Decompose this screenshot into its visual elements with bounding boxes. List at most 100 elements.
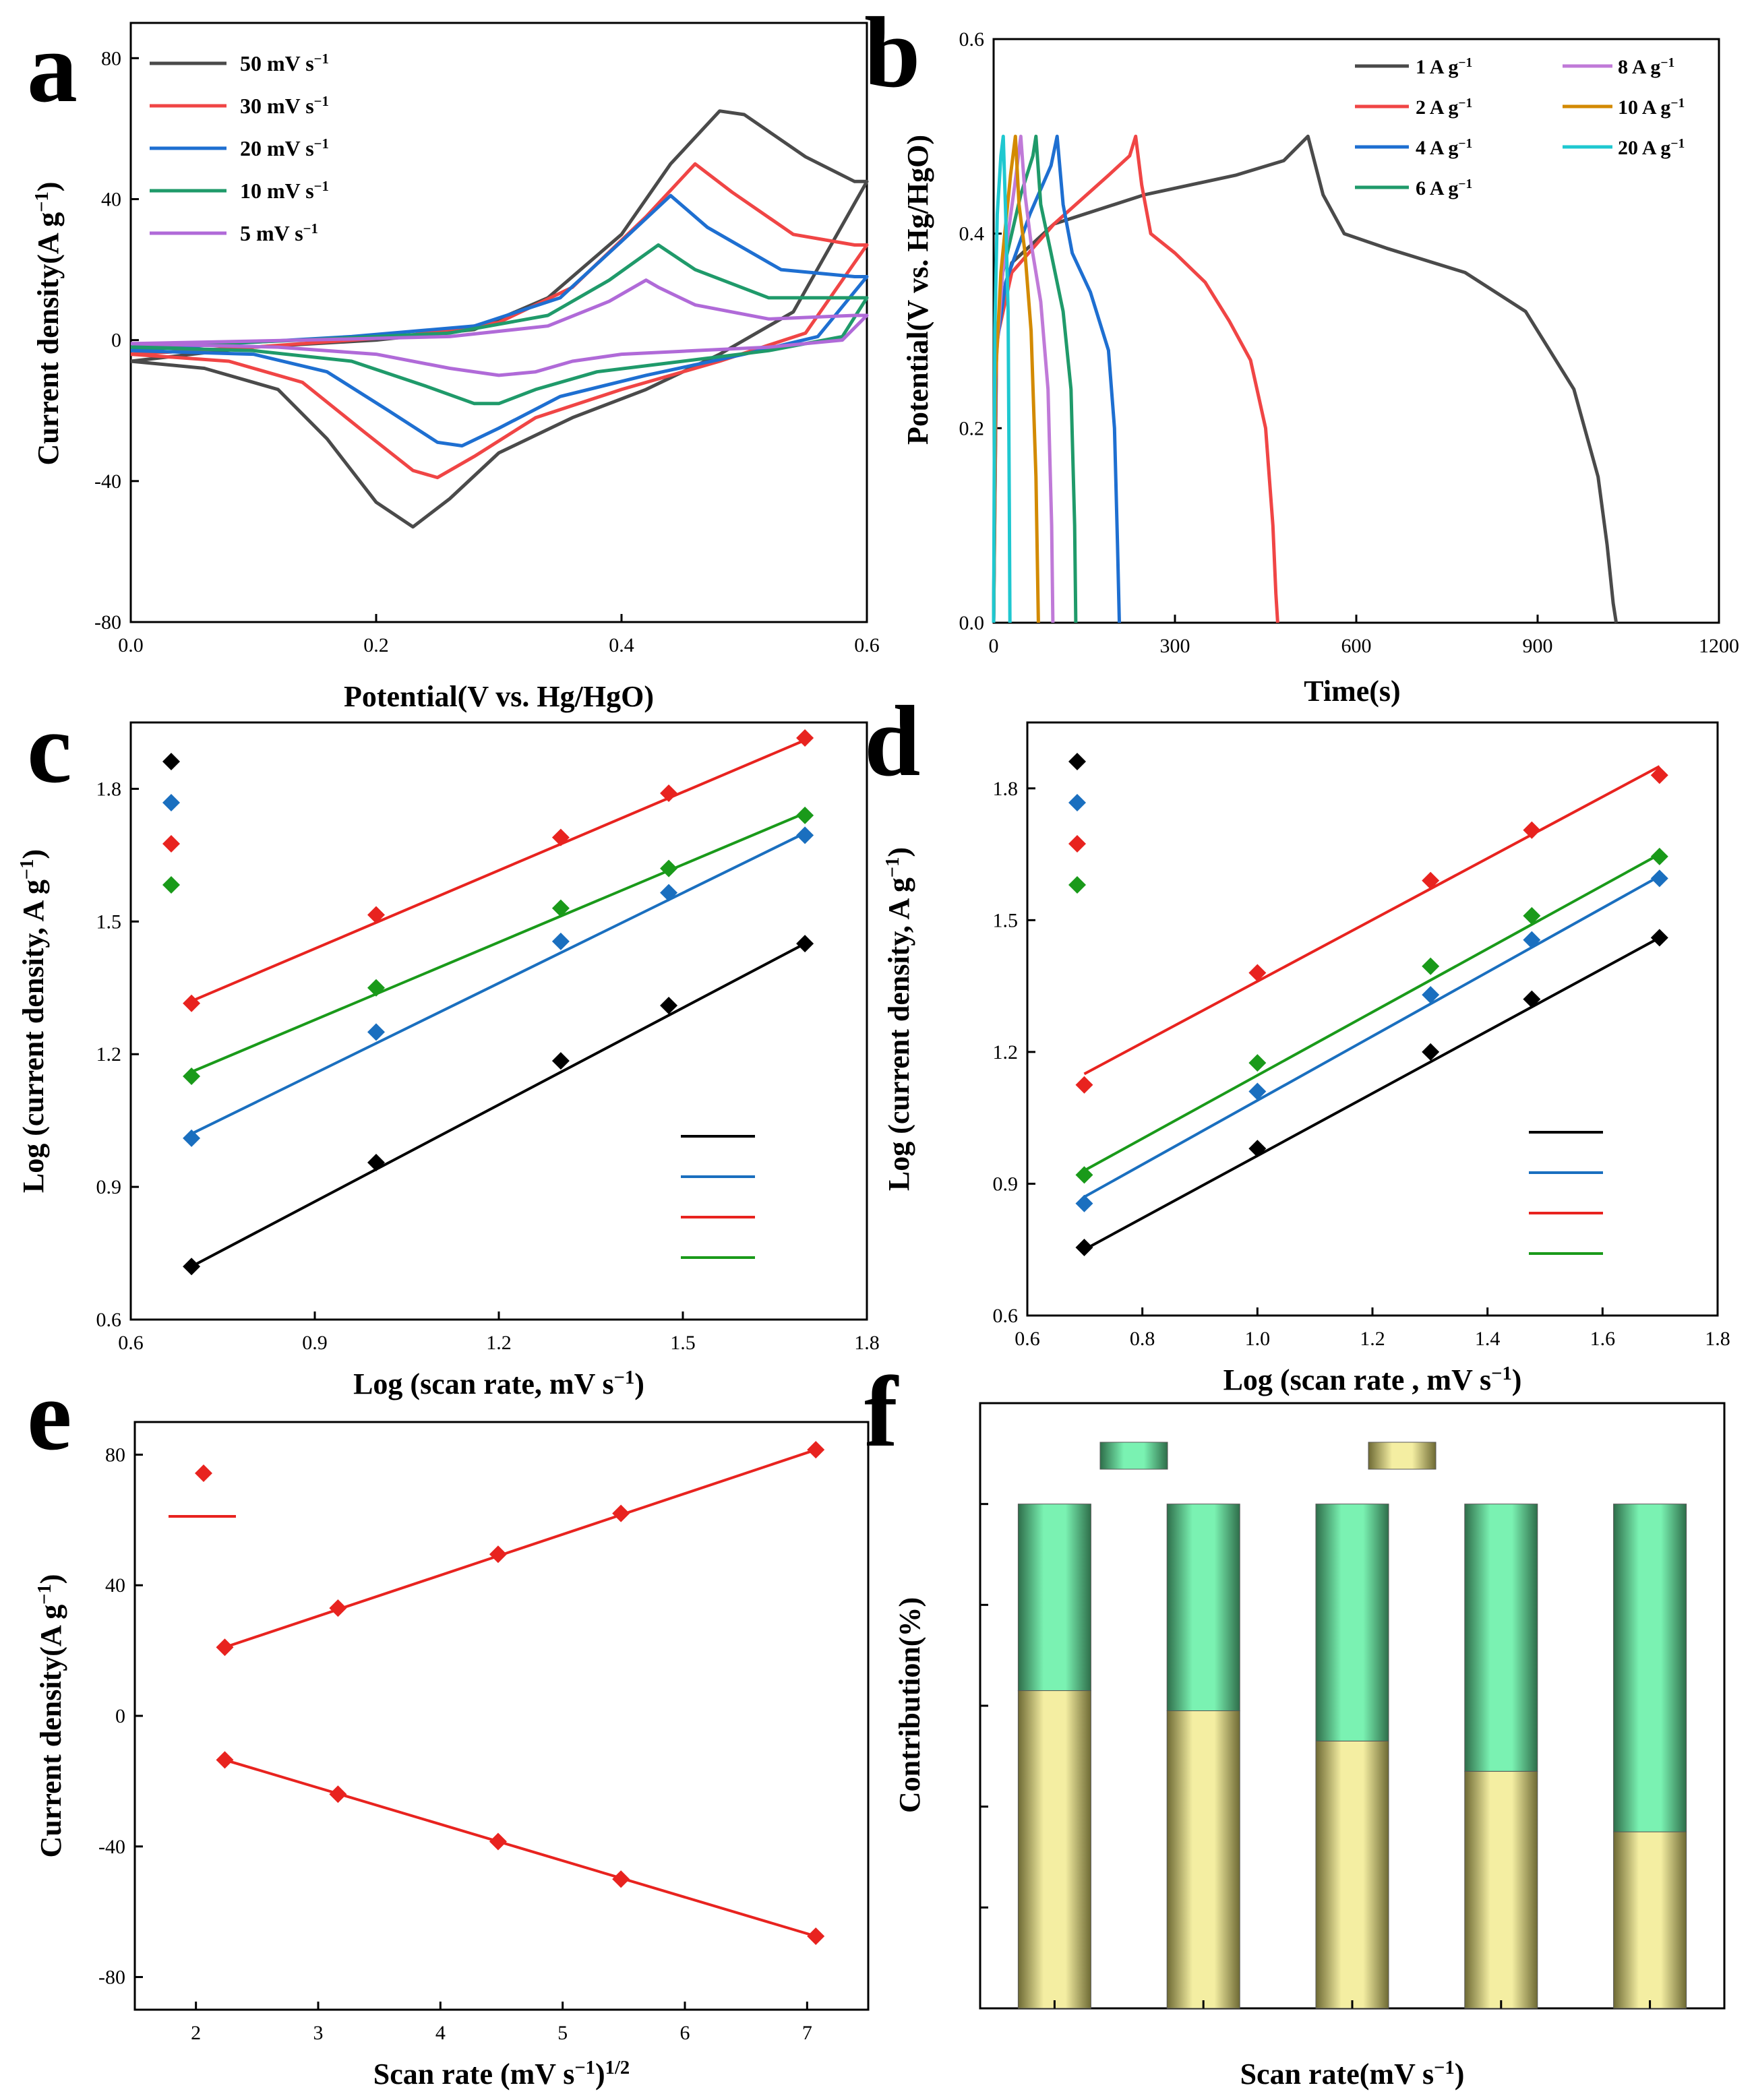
c-data-point-0-0 — [183, 1258, 201, 1276]
f-y-axis-title: Contribution(%) — [893, 1597, 926, 1813]
a-plot-frame — [129, 22, 868, 623]
c-fit-line-0 — [191, 942, 806, 1268]
f-y-axis-title-part-0: Contribution(%) — [893, 1597, 926, 1813]
b-y-tick-label: 0.4 — [959, 223, 985, 245]
c-y-axis-title: Log (current density, A g−1) — [17, 849, 51, 1193]
b-x-tick-label: 0 — [989, 635, 999, 657]
d-data-point-2-4 — [1650, 766, 1668, 784]
b-x-axis-title: Time(s) — [1304, 675, 1400, 708]
f-bar-capacitive-3 — [1464, 1504, 1538, 1772]
d-x-tick-label: 1.2 — [1360, 1328, 1385, 1350]
e-data-point-0-3 — [612, 1504, 630, 1522]
c-y-tick-label: 0.9 — [96, 1176, 122, 1198]
c-data-point-1-4 — [796, 826, 814, 844]
d-data-point-3-1 — [1248, 1054, 1267, 1072]
d-data-point-1-0 — [1075, 1194, 1093, 1212]
e-data-point-0-1 — [329, 1599, 347, 1617]
a-legend-label-3-part-1: −1 — [314, 179, 329, 194]
e-data-point-0-0 — [216, 1638, 234, 1657]
b-legend-label-1-part-0: 2 A g — [1416, 96, 1458, 119]
e-x-tick-label: 3 — [313, 2022, 324, 2044]
c-plot-frame — [129, 721, 868, 1321]
d-data-point-0-4 — [1650, 929, 1668, 947]
panel-letter-e: e — [27, 1359, 72, 1471]
e-data-point-0-4 — [807, 1441, 825, 1459]
a-x-axis-title-part-0: Potential(V vs. Hg/HgO) — [344, 680, 654, 713]
f-bar-capacitive-2 — [1315, 1504, 1389, 1741]
b-legend-label-0: 1 A g−1 — [1416, 56, 1472, 79]
c-data-point-2-1 — [367, 906, 385, 924]
c-x-tick-label: 1.5 — [670, 1332, 696, 1354]
a-legend-label-4: 5 mV s−1 — [240, 221, 318, 246]
b-legend-label-3-part-1: −1 — [1458, 177, 1472, 191]
c-y-axis-title-part-2: ) — [17, 849, 50, 859]
d-data-point-1-2 — [1422, 986, 1440, 1004]
c-data-point-1-3 — [660, 884, 678, 902]
a-series-line-4 — [130, 278, 869, 377]
e-plot-frame — [133, 1421, 870, 2011]
a-series-line-2 — [130, 193, 869, 447]
b-x-tick-label: 900 — [1523, 635, 1553, 657]
d-data-point-0-1 — [1248, 1140, 1267, 1158]
c-data-point-1-0 — [183, 1129, 201, 1147]
b-legend-label-5-part-0: 10 A g — [1618, 96, 1670, 119]
e-x-axis-title-part-0: Scan rate (mV s — [373, 2058, 575, 2091]
a-series-line-3 — [130, 243, 869, 406]
b-legend-label-2: 4 A g−1 — [1416, 137, 1472, 160]
c-data-point-1-1 — [367, 1023, 385, 1041]
a-legend-label-1-part-0: 30 mV s — [240, 94, 314, 118]
d-legend-marker-2 — [1068, 835, 1086, 853]
c-legend-marker-0 — [162, 753, 180, 770]
b-legend-label-6-part-1: −1 — [1670, 137, 1685, 151]
e-data-point-1-3 — [612, 1870, 630, 1888]
a-legend-label-0-part-0: 50 mV s — [240, 51, 314, 75]
c-data-point-3-3 — [660, 859, 678, 877]
d-x-axis-title-part-2: ) — [1512, 1363, 1522, 1396]
b-series-line-0 — [992, 134, 1619, 623]
c-x-axis-title-part-1: −1 — [614, 1367, 635, 1388]
c-data-point-3-2 — [551, 899, 570, 917]
a-legend-label-4-part-1: −1 — [303, 221, 318, 237]
a-y-tick-label: -40 — [94, 470, 121, 493]
d-data-point-3-4 — [1650, 847, 1668, 865]
b-legend-label-2-part-0: 4 A g — [1416, 137, 1458, 159]
d-x-axis-title-part-0: Log (scan rate , mV s — [1223, 1363, 1492, 1396]
f-legend-swatch-capacitive — [1099, 1442, 1168, 1470]
f-bar-capacitive-4 — [1613, 1504, 1687, 1832]
c-y-tick-label: 1.2 — [96, 1043, 122, 1066]
a-y-axis-title-part-1: −1 — [32, 191, 53, 212]
b-legend-label-1-part-1: −1 — [1458, 96, 1472, 111]
a-legend-label-2-part-0: 20 mV s — [240, 136, 314, 160]
b-x-tick-label: 300 — [1160, 635, 1190, 657]
f-bar-diffusion-0 — [1017, 1690, 1091, 2009]
f-legend-swatch-diffusion — [1368, 1442, 1437, 1470]
d-plot-frame — [1026, 721, 1719, 1317]
e-y-axis-title-part-1: −1 — [34, 1584, 55, 1605]
a-y-tick-label: -80 — [94, 611, 121, 634]
c-x-tick-label: 1.2 — [486, 1332, 512, 1354]
e-data-point-1-1 — [329, 1785, 347, 1803]
a-y-axis-title-part-2: ) — [32, 182, 65, 192]
a-x-tick-label: 0.0 — [118, 634, 144, 656]
d-x-tick-label: 1.4 — [1475, 1328, 1501, 1350]
a-x-tick-label: 0.2 — [363, 634, 389, 656]
d-y-tick-label: 0.6 — [993, 1305, 1019, 1327]
e-y-tick-label: 0 — [115, 1705, 125, 1727]
d-data-point-2-2 — [1422, 871, 1440, 890]
panel-d-log-plot: 0.6 0.8 1.0 1.2 1.4 1.6 1.8 0.6 0.9 1.2 1.5 1.8 Log … — [882, 721, 1730, 1396]
f-bar-capacitive-1 — [1166, 1504, 1240, 1711]
c-fit-line-3 — [191, 811, 806, 1074]
b-legend-label-0-part-0: 1 A g — [1416, 56, 1458, 78]
e-y-axis-title: Current density(A g−1) — [34, 1574, 68, 1858]
e-data-point-1-2 — [489, 1832, 507, 1851]
b-y-tick-label: 0.0 — [959, 612, 985, 634]
a-legend-label-2-part-1: −1 — [314, 136, 329, 152]
b-legend-label-3: 6 A g−1 — [1416, 177, 1472, 200]
d-x-tick-label: 0.8 — [1130, 1328, 1155, 1350]
d-data-point-0-0 — [1075, 1238, 1093, 1256]
a-legend-label-3-part-0: 10 mV s — [240, 179, 314, 203]
panel-letter-a: a — [27, 11, 78, 123]
a-legend-label-1-part-1: −1 — [314, 94, 329, 109]
b-y-axis-title: Potential(V vs. Hg/HgO) — [901, 135, 934, 445]
